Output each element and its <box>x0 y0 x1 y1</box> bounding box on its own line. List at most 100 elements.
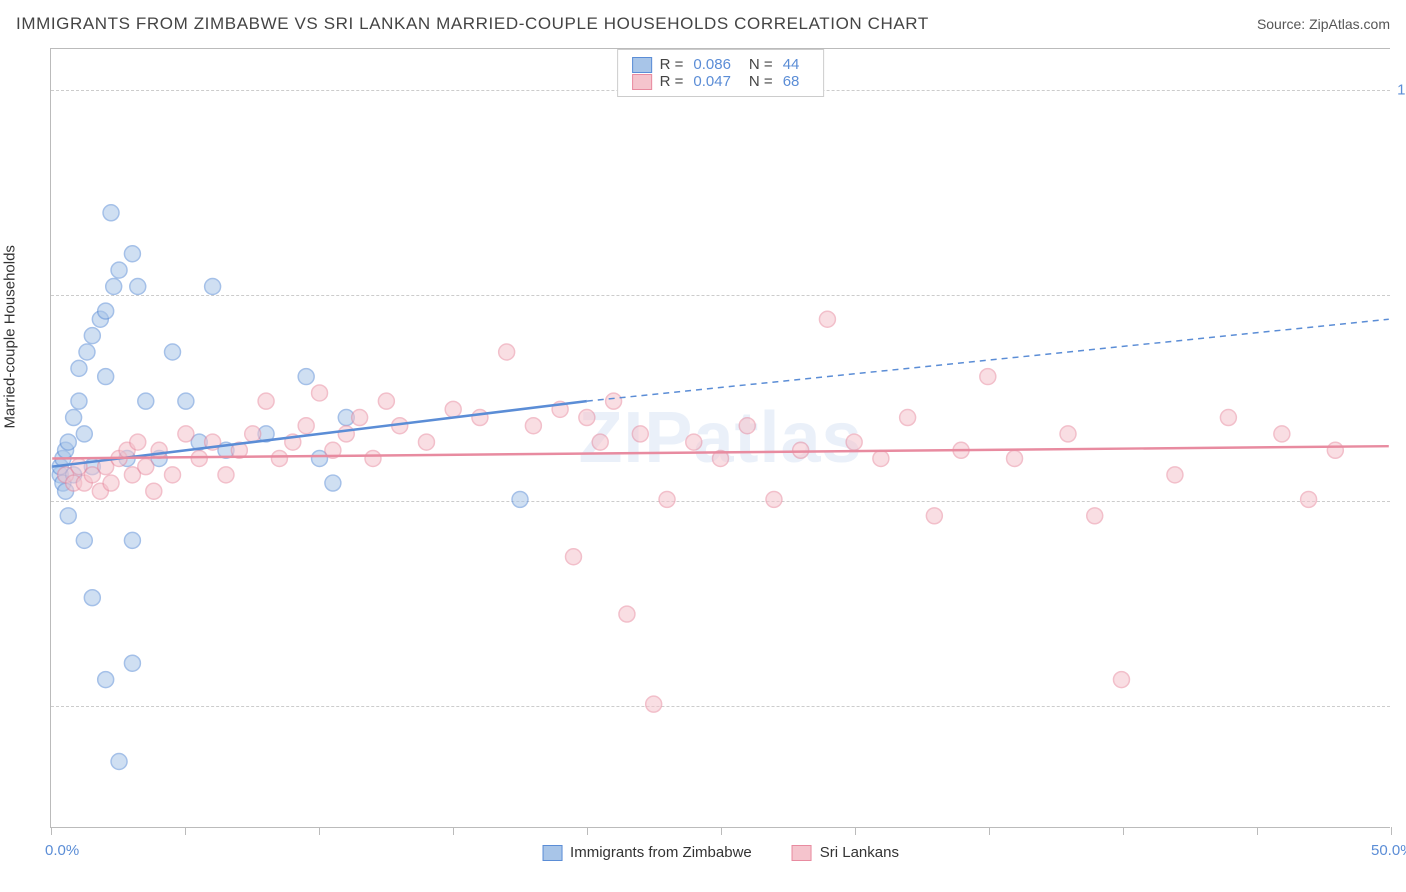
data-point <box>258 393 274 409</box>
data-point <box>312 385 328 401</box>
trend-line-dashed <box>587 319 1389 401</box>
xtick <box>1123 827 1124 835</box>
chart-title: IMMIGRANTS FROM ZIMBABWE VS SRI LANKAN M… <box>16 14 929 34</box>
data-point <box>632 426 648 442</box>
data-point <box>1113 672 1129 688</box>
data-point <box>338 426 354 442</box>
data-point <box>926 508 942 524</box>
data-point <box>84 328 100 344</box>
swatch-icon <box>542 845 562 861</box>
data-point <box>178 393 194 409</box>
swatch-icon <box>792 845 812 861</box>
legend-n-value: 44 <box>783 56 800 73</box>
legend-r-value: 0.086 <box>693 56 731 73</box>
data-point <box>71 393 87 409</box>
xtick <box>1391 827 1392 835</box>
data-point <box>165 467 181 483</box>
xtick <box>319 827 320 835</box>
data-point <box>619 606 635 622</box>
data-point <box>218 467 234 483</box>
legend-correlation-row: R = 0.047 N = 68 <box>632 73 810 90</box>
data-point <box>646 696 662 712</box>
legend-r-label: R = <box>660 56 684 73</box>
data-point <box>178 426 194 442</box>
data-point <box>472 410 488 426</box>
data-point <box>124 532 140 548</box>
swatch-icon <box>632 74 652 90</box>
legend-series-label: Immigrants from Zimbabwe <box>570 844 752 861</box>
data-point <box>1220 410 1236 426</box>
data-point <box>79 344 95 360</box>
source-text: Source: ZipAtlas.com <box>1257 16 1390 32</box>
legend-series: Immigrants from Zimbabwe Sri Lankans <box>542 844 899 861</box>
data-point <box>130 434 146 450</box>
data-point <box>106 279 122 295</box>
data-point <box>873 450 889 466</box>
scatter-plot <box>51 49 1390 827</box>
legend-n-label: N = <box>749 56 773 73</box>
data-point <box>325 475 341 491</box>
data-point <box>579 410 595 426</box>
data-point <box>205 279 221 295</box>
data-point <box>71 360 87 376</box>
data-point <box>138 459 154 475</box>
data-point <box>525 418 541 434</box>
data-point <box>445 401 461 417</box>
data-point <box>60 508 76 524</box>
data-point <box>298 369 314 385</box>
data-point <box>565 549 581 565</box>
header: IMMIGRANTS FROM ZIMBABWE VS SRI LANKAN M… <box>16 14 1390 34</box>
data-point <box>378 393 394 409</box>
data-point <box>659 491 675 507</box>
data-point <box>592 434 608 450</box>
data-point <box>1087 508 1103 524</box>
data-point <box>1007 450 1023 466</box>
data-point <box>124 246 140 262</box>
data-point <box>352 410 368 426</box>
data-point <box>1327 442 1343 458</box>
xtick <box>1257 827 1258 835</box>
data-point <box>499 344 515 360</box>
data-point <box>111 262 127 278</box>
data-point <box>1167 467 1183 483</box>
data-point <box>1274 426 1290 442</box>
legend-n-label: N = <box>749 73 773 90</box>
xtick <box>51 827 52 835</box>
data-point <box>76 532 92 548</box>
data-point <box>365 450 381 466</box>
data-point <box>271 450 287 466</box>
xtick-label: 50.0% <box>1371 842 1406 859</box>
yaxis-label: Married-couple Households <box>2 245 19 428</box>
legend-correlation-row: R = 0.086 N = 44 <box>632 56 810 73</box>
data-point <box>151 442 167 458</box>
data-point <box>98 672 114 688</box>
data-point <box>191 450 207 466</box>
data-point <box>846 434 862 450</box>
data-point <box>1060 426 1076 442</box>
ytick-label: 100.0% <box>1397 82 1406 99</box>
data-point <box>103 205 119 221</box>
data-point <box>686 434 702 450</box>
data-point <box>138 393 154 409</box>
xtick <box>989 827 990 835</box>
data-point <box>130 279 146 295</box>
chart-area: ZIPatlas R = 0.086 N = 44 R = 0.047 N = … <box>50 48 1390 828</box>
data-point <box>111 754 127 770</box>
legend-correlation: R = 0.086 N = 44 R = 0.047 N = 68 <box>617 49 825 97</box>
legend-r-value: 0.047 <box>693 73 731 90</box>
legend-series-label: Sri Lankans <box>820 844 899 861</box>
data-point <box>739 418 755 434</box>
data-point <box>76 426 92 442</box>
data-point <box>98 303 114 319</box>
data-point <box>103 475 119 491</box>
data-point <box>819 311 835 327</box>
xtick-label: 0.0% <box>45 842 79 859</box>
legend-series-item: Sri Lankans <box>792 844 899 861</box>
xtick <box>453 827 454 835</box>
data-point <box>512 491 528 507</box>
data-point <box>793 442 809 458</box>
data-point <box>165 344 181 360</box>
data-point <box>766 491 782 507</box>
legend-series-item: Immigrants from Zimbabwe <box>542 844 752 861</box>
xtick <box>855 827 856 835</box>
